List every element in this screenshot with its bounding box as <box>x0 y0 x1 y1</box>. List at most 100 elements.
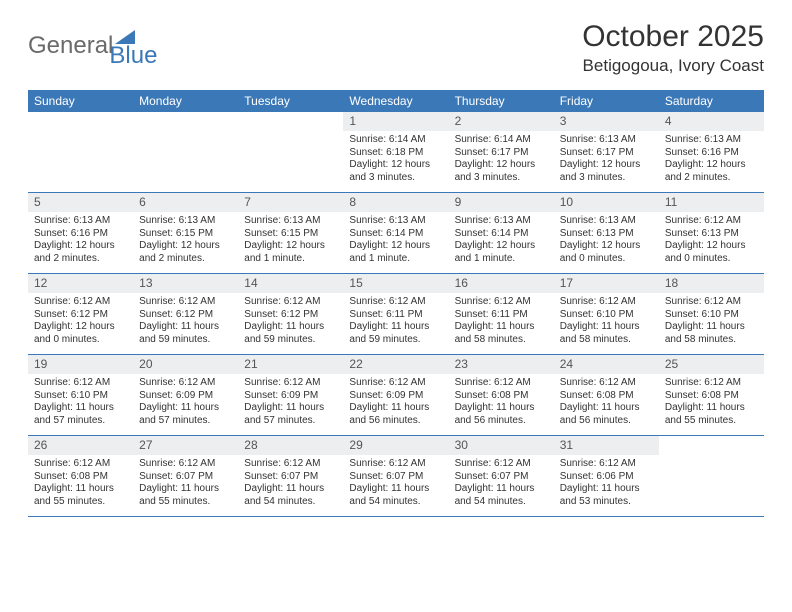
day-sunset: Sunset: 6:07 PM <box>349 471 442 484</box>
day-number: 22 <box>343 355 448 374</box>
day-cell: 4Sunrise: 6:13 AMSunset: 6:16 PMDaylight… <box>659 112 764 192</box>
day-sunset: Sunset: 6:16 PM <box>34 228 127 241</box>
day-cell <box>133 112 238 192</box>
day-daylight: Daylight: 11 hours and 59 minutes. <box>244 321 337 346</box>
day-daylight: Daylight: 11 hours and 55 minutes. <box>34 483 127 508</box>
day-daylight: Daylight: 12 hours and 2 minutes. <box>665 159 758 184</box>
day-cell: 6Sunrise: 6:13 AMSunset: 6:15 PMDaylight… <box>133 193 238 273</box>
day-number: 19 <box>28 355 133 374</box>
day-body: Sunrise: 6:12 AMSunset: 6:07 PMDaylight:… <box>133 455 238 514</box>
day-daylight: Daylight: 11 hours and 59 minutes. <box>139 321 232 346</box>
day-sunrise: Sunrise: 6:13 AM <box>34 215 127 228</box>
day-sunrise: Sunrise: 6:14 AM <box>455 134 548 147</box>
brand-general: General <box>28 32 113 60</box>
day-number: 11 <box>659 193 764 212</box>
day-body: Sunrise: 6:12 AMSunset: 6:07 PMDaylight:… <box>343 455 448 514</box>
page-header: GeneralBlue October 2025 Betigogoua, Ivo… <box>28 20 764 76</box>
day-daylight: Daylight: 11 hours and 58 minutes. <box>455 321 548 346</box>
day-sunrise: Sunrise: 6:12 AM <box>665 215 758 228</box>
day-number: 29 <box>343 436 448 455</box>
day-number: 24 <box>554 355 659 374</box>
day-sunset: Sunset: 6:08 PM <box>34 471 127 484</box>
day-daylight: Daylight: 12 hours and 3 minutes. <box>349 159 442 184</box>
day-sunset: Sunset: 6:13 PM <box>665 228 758 241</box>
day-cell: 17Sunrise: 6:12 AMSunset: 6:10 PMDayligh… <box>554 274 659 354</box>
day-body: Sunrise: 6:12 AMSunset: 6:10 PMDaylight:… <box>659 293 764 352</box>
brand-logo: GeneralBlue <box>28 26 157 66</box>
month-title: October 2025 <box>582 20 764 54</box>
day-body: Sunrise: 6:13 AMSunset: 6:16 PMDaylight:… <box>659 131 764 190</box>
day-daylight: Daylight: 12 hours and 3 minutes. <box>455 159 548 184</box>
day-cell <box>238 112 343 192</box>
day-body: Sunrise: 6:13 AMSunset: 6:13 PMDaylight:… <box>554 212 659 271</box>
day-cell: 2Sunrise: 6:14 AMSunset: 6:17 PMDaylight… <box>449 112 554 192</box>
day-cell: 27Sunrise: 6:12 AMSunset: 6:07 PMDayligh… <box>133 436 238 516</box>
day-body: Sunrise: 6:12 AMSunset: 6:08 PMDaylight:… <box>554 374 659 433</box>
weeks-container: 1Sunrise: 6:14 AMSunset: 6:18 PMDaylight… <box>28 112 764 517</box>
day-number: 25 <box>659 355 764 374</box>
day-sunset: Sunset: 6:17 PM <box>560 147 653 160</box>
day-body: Sunrise: 6:13 AMSunset: 6:14 PMDaylight:… <box>449 212 554 271</box>
day-body: Sunrise: 6:12 AMSunset: 6:08 PMDaylight:… <box>659 374 764 433</box>
week-row: 5Sunrise: 6:13 AMSunset: 6:16 PMDaylight… <box>28 193 764 274</box>
day-number: 20 <box>133 355 238 374</box>
day-body: Sunrise: 6:13 AMSunset: 6:15 PMDaylight:… <box>133 212 238 271</box>
day-sunset: Sunset: 6:15 PM <box>244 228 337 241</box>
calendar-page: GeneralBlue October 2025 Betigogoua, Ivo… <box>0 0 792 537</box>
day-number <box>238 112 343 116</box>
day-body: Sunrise: 6:12 AMSunset: 6:12 PMDaylight:… <box>133 293 238 352</box>
day-daylight: Daylight: 12 hours and 2 minutes. <box>139 240 232 265</box>
day-number: 18 <box>659 274 764 293</box>
day-sunset: Sunset: 6:07 PM <box>244 471 337 484</box>
day-sunrise: Sunrise: 6:13 AM <box>665 134 758 147</box>
day-sunset: Sunset: 6:11 PM <box>349 309 442 322</box>
day-body: Sunrise: 6:13 AMSunset: 6:17 PMDaylight:… <box>554 131 659 190</box>
day-number: 8 <box>343 193 448 212</box>
day-number: 28 <box>238 436 343 455</box>
day-header-sat: Saturday <box>659 90 764 112</box>
day-header-thu: Thursday <box>449 90 554 112</box>
day-cell: 13Sunrise: 6:12 AMSunset: 6:12 PMDayligh… <box>133 274 238 354</box>
day-cell: 22Sunrise: 6:12 AMSunset: 6:09 PMDayligh… <box>343 355 448 435</box>
day-body: Sunrise: 6:12 AMSunset: 6:09 PMDaylight:… <box>133 374 238 433</box>
day-body: Sunrise: 6:12 AMSunset: 6:08 PMDaylight:… <box>28 455 133 514</box>
day-sunset: Sunset: 6:17 PM <box>455 147 548 160</box>
day-number: 7 <box>238 193 343 212</box>
brand-blue: Blue <box>109 42 157 70</box>
day-daylight: Daylight: 11 hours and 54 minutes. <box>455 483 548 508</box>
day-cell: 21Sunrise: 6:12 AMSunset: 6:09 PMDayligh… <box>238 355 343 435</box>
day-sunrise: Sunrise: 6:12 AM <box>139 458 232 471</box>
day-cell: 15Sunrise: 6:12 AMSunset: 6:11 PMDayligh… <box>343 274 448 354</box>
day-sunrise: Sunrise: 6:12 AM <box>560 296 653 309</box>
day-cell <box>659 436 764 516</box>
day-header-tue: Tuesday <box>238 90 343 112</box>
day-sunrise: Sunrise: 6:12 AM <box>455 296 548 309</box>
day-cell: 8Sunrise: 6:13 AMSunset: 6:14 PMDaylight… <box>343 193 448 273</box>
day-body: Sunrise: 6:12 AMSunset: 6:11 PMDaylight:… <box>449 293 554 352</box>
day-body: Sunrise: 6:12 AMSunset: 6:10 PMDaylight:… <box>28 374 133 433</box>
day-body: Sunrise: 6:12 AMSunset: 6:10 PMDaylight:… <box>554 293 659 352</box>
day-sunset: Sunset: 6:18 PM <box>349 147 442 160</box>
day-body: Sunrise: 6:13 AMSunset: 6:15 PMDaylight:… <box>238 212 343 271</box>
day-daylight: Daylight: 11 hours and 56 minutes. <box>455 402 548 427</box>
day-sunset: Sunset: 6:08 PM <box>560 390 653 403</box>
title-block: October 2025 Betigogoua, Ivory Coast <box>582 20 764 76</box>
day-body: Sunrise: 6:12 AMSunset: 6:09 PMDaylight:… <box>343 374 448 433</box>
day-sunrise: Sunrise: 6:13 AM <box>455 215 548 228</box>
day-number: 4 <box>659 112 764 131</box>
day-daylight: Daylight: 12 hours and 1 minute. <box>349 240 442 265</box>
day-sunset: Sunset: 6:06 PM <box>560 471 653 484</box>
day-cell: 31Sunrise: 6:12 AMSunset: 6:06 PMDayligh… <box>554 436 659 516</box>
day-sunrise: Sunrise: 6:12 AM <box>665 377 758 390</box>
day-sunrise: Sunrise: 6:12 AM <box>349 296 442 309</box>
day-sunset: Sunset: 6:07 PM <box>455 471 548 484</box>
day-daylight: Daylight: 11 hours and 56 minutes. <box>560 402 653 427</box>
calendar-grid: Sunday Monday Tuesday Wednesday Thursday… <box>28 90 764 517</box>
day-sunset: Sunset: 6:12 PM <box>139 309 232 322</box>
day-sunrise: Sunrise: 6:12 AM <box>34 458 127 471</box>
day-sunrise: Sunrise: 6:13 AM <box>560 134 653 147</box>
day-cell: 11Sunrise: 6:12 AMSunset: 6:13 PMDayligh… <box>659 193 764 273</box>
day-daylight: Daylight: 11 hours and 57 minutes. <box>244 402 337 427</box>
day-daylight: Daylight: 11 hours and 58 minutes. <box>665 321 758 346</box>
day-sunrise: Sunrise: 6:13 AM <box>244 215 337 228</box>
